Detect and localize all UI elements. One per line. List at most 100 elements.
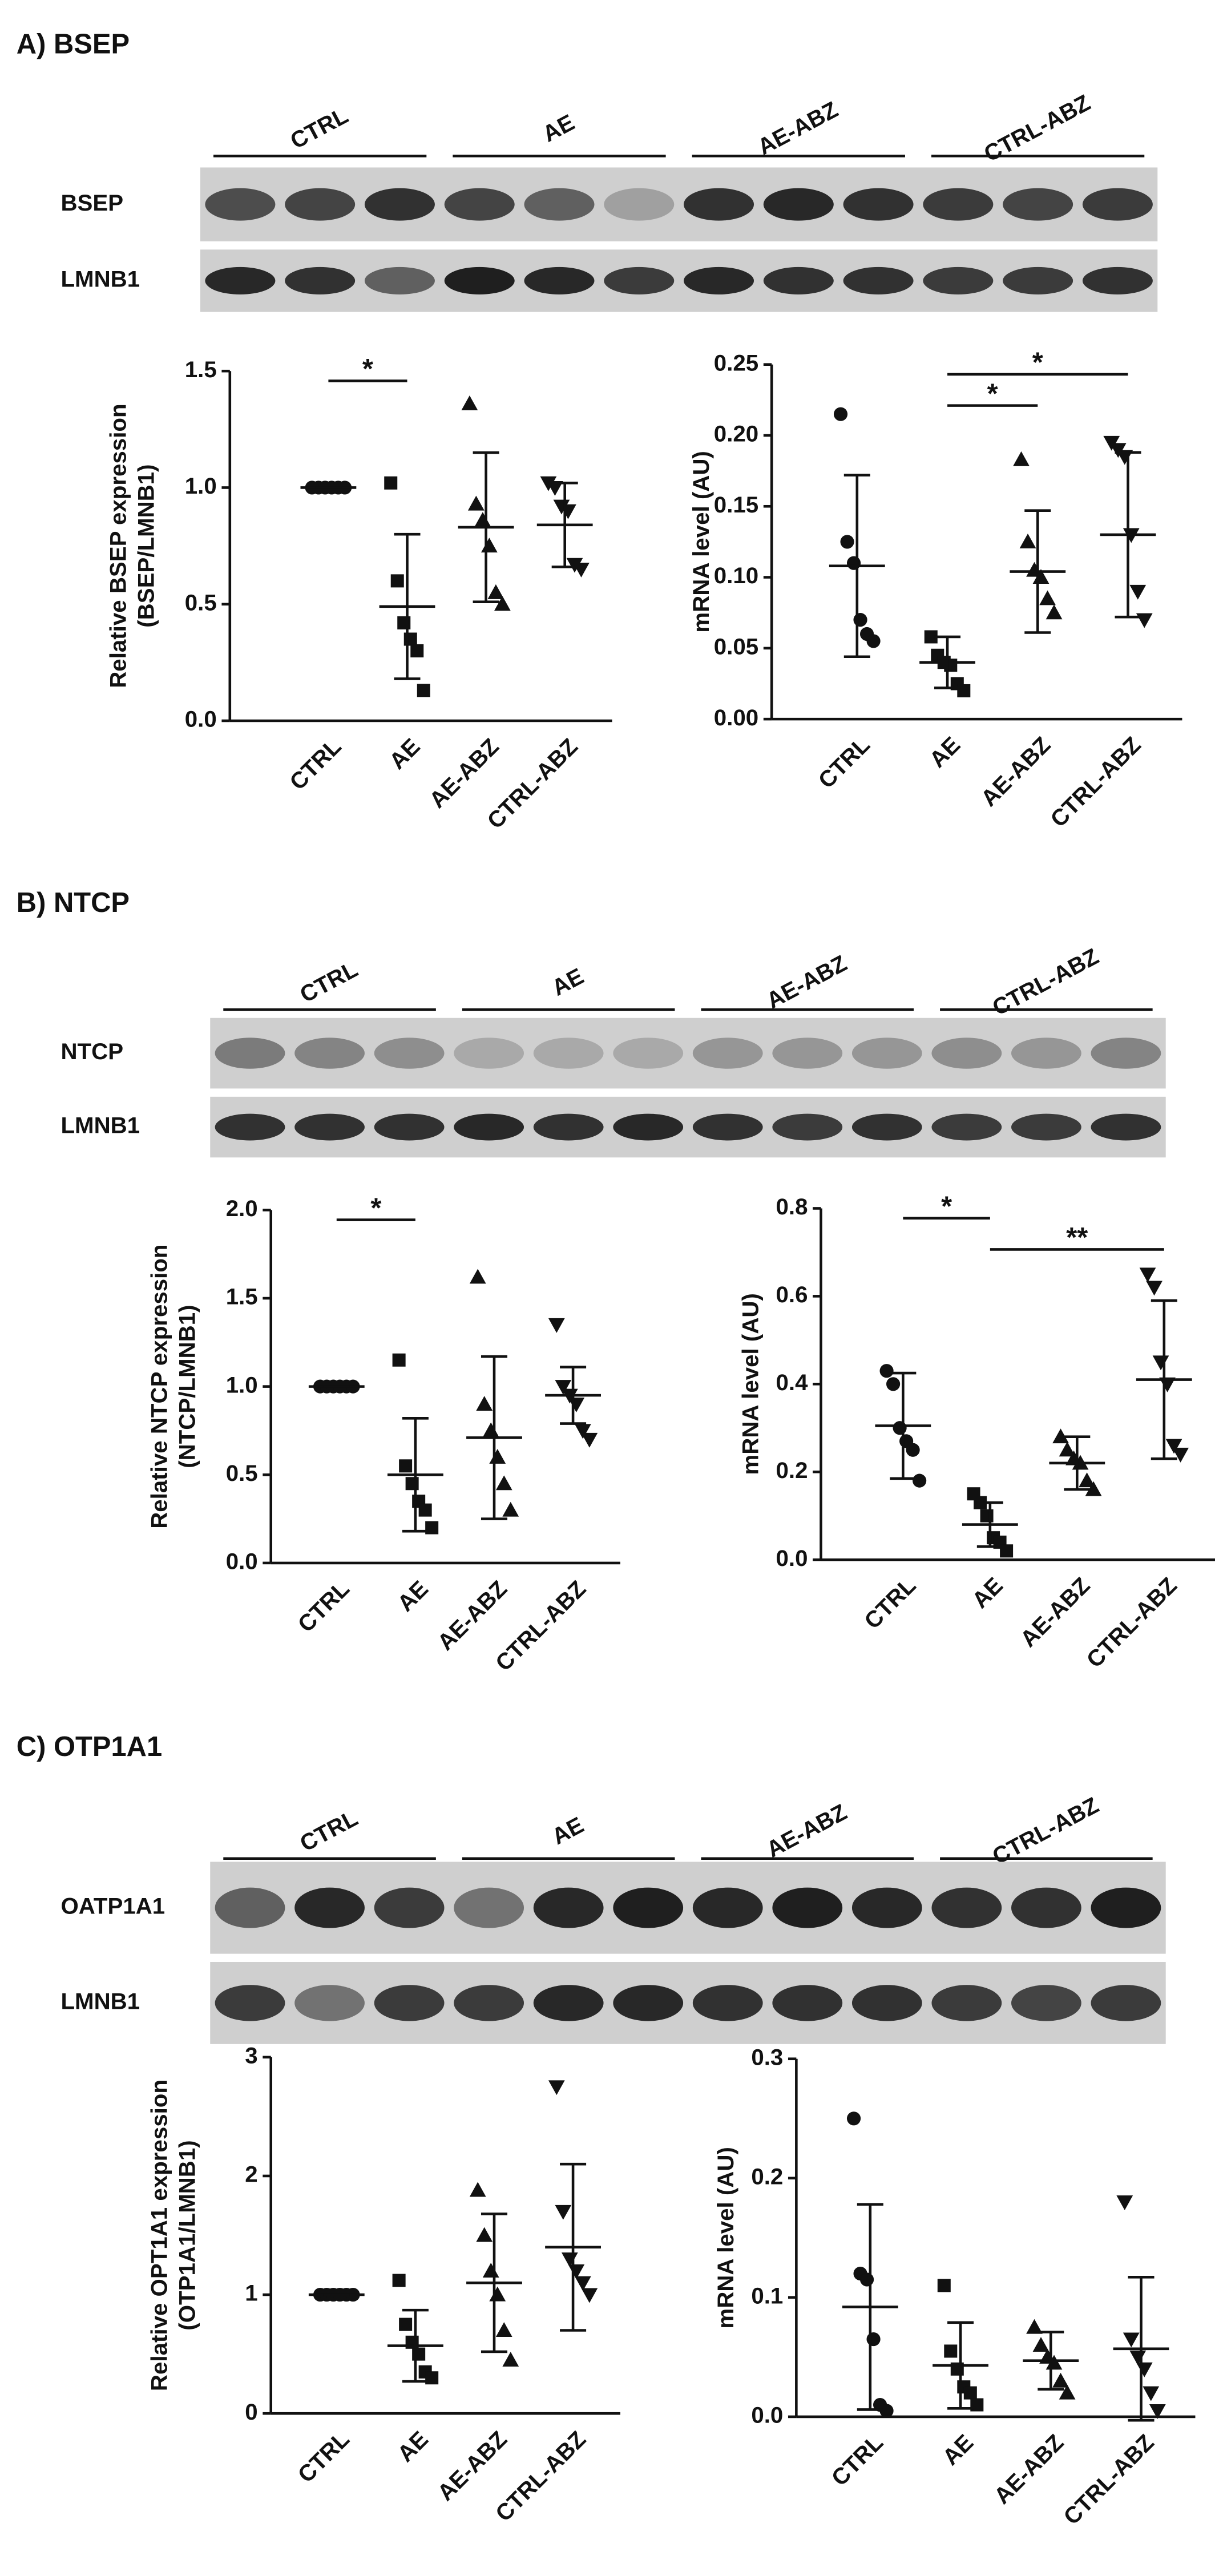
blot-row-label: LMNB1: [60, 267, 140, 292]
data-point: [410, 644, 424, 657]
data-point: [846, 556, 861, 570]
data-point: [1129, 584, 1147, 600]
data-point: [1046, 604, 1063, 620]
blot-band: [205, 267, 276, 295]
blot-band: [772, 1887, 843, 1928]
blot-background: [210, 1018, 1166, 1089]
data-point: [1079, 1472, 1095, 1488]
data-point: [555, 1380, 572, 1395]
data-point: [469, 2182, 486, 2197]
data-point: [840, 535, 854, 549]
group-label: CTRL: [286, 103, 352, 154]
blot-band: [374, 1037, 445, 1069]
x-tick-label: AE: [925, 732, 965, 772]
data-point: [574, 2276, 591, 2291]
blot-band: [374, 1985, 445, 2021]
y-tick-label: 1: [245, 2280, 257, 2306]
blot-band: [843, 188, 914, 221]
data-point: [1136, 613, 1153, 628]
data-point: [461, 395, 478, 410]
data-point: [1136, 2362, 1153, 2377]
blot-band: [215, 1113, 285, 1141]
x-tick-label: CTRL: [293, 1576, 354, 1637]
data-point: [1143, 2386, 1160, 2401]
blot-band: [533, 1985, 604, 2021]
data-point: [581, 1432, 598, 1448]
significance-label: *: [987, 378, 998, 409]
data-point: [481, 538, 498, 553]
data-point: [1013, 451, 1030, 466]
x-tick-label: CTRL: [813, 732, 875, 793]
y-tick-label: 0.05: [714, 633, 758, 659]
blot-band: [364, 267, 435, 295]
data-point: [489, 2286, 506, 2302]
data-point: [833, 407, 848, 421]
blot-band: [1011, 1985, 1081, 2021]
y-tick-label: 0.20: [714, 421, 758, 447]
data-point: [399, 2317, 413, 2331]
blot-band: [851, 1985, 922, 2021]
y-tick-label: 0.2: [751, 2163, 783, 2189]
blot-background: [210, 1862, 1166, 1954]
data-point: [1052, 2372, 1069, 2388]
data-point: [502, 2352, 519, 2367]
y-tick-label: 3: [245, 2043, 257, 2069]
y-tick-label: 0.0: [751, 2403, 783, 2428]
blot-row-label: BSEP: [60, 190, 123, 216]
blot-band: [851, 1887, 922, 1928]
group-label: AE: [538, 110, 579, 147]
x-tick-label: AE: [967, 1572, 1008, 1613]
data-point: [963, 2386, 977, 2400]
y-axis-label: Relative NTCP expression: [147, 1244, 172, 1528]
blot-band: [851, 1113, 922, 1141]
y-tick-label: 0.4: [776, 1370, 809, 1395]
y-tick-label: 1.5: [185, 357, 217, 382]
blot-band: [843, 267, 914, 295]
group-label: AE-ABZ: [762, 1799, 851, 1863]
y-tick-label: 0.5: [226, 1460, 258, 1486]
y-tick-label: 0.0: [226, 1549, 258, 1574]
data-point: [1026, 2319, 1043, 2334]
y-tick-label: 0.2: [776, 1457, 808, 1483]
x-tick-label: AE: [938, 2429, 978, 2470]
y-axis-label: Relative BSEP expression: [106, 403, 131, 688]
blot-band: [1011, 1113, 1081, 1141]
blot-row-label: LMNB1: [60, 1113, 140, 1138]
blot-band: [684, 188, 754, 221]
blot-band: [613, 1887, 684, 1928]
blot-background: [210, 1962, 1166, 2044]
blot-band: [454, 1037, 524, 1069]
data-point: [913, 1473, 927, 1488]
data-point: [495, 1475, 512, 1491]
blot-band: [613, 1985, 684, 2021]
data-point: [1039, 590, 1056, 605]
data-point: [886, 1377, 901, 1391]
blot-band: [613, 1037, 684, 1069]
x-tick-label: CTRL-ABZ: [1059, 2429, 1159, 2530]
blot-band: [205, 188, 276, 221]
significance-label: *: [941, 1191, 952, 1222]
data-point: [494, 596, 511, 611]
blot-band: [931, 1037, 1002, 1069]
data-point: [568, 1398, 585, 1412]
data-point: [392, 1353, 406, 1367]
x-tick-label: AE-ABZ: [433, 1576, 512, 1655]
blot-band: [684, 267, 754, 295]
data-point: [384, 476, 398, 490]
x-tick-label: AE-ABZ: [424, 733, 503, 813]
y-tick-label: 1.0: [185, 473, 217, 499]
blot-background: [210, 1096, 1166, 1158]
data-point: [859, 2272, 874, 2287]
blot-band: [524, 267, 595, 295]
significance-label: *: [1032, 348, 1043, 378]
y-axis-label: (BSEP/LMNB1): [134, 464, 159, 627]
data-point: [957, 684, 971, 697]
blot-band: [1082, 188, 1153, 221]
data-point: [390, 574, 404, 588]
group-label: AE: [548, 1812, 588, 1850]
data-point: [879, 1364, 894, 1378]
blot-band: [923, 267, 994, 295]
data-point: [866, 634, 881, 648]
blot-band: [1003, 188, 1073, 221]
y-tick-label: 0.3: [751, 2044, 783, 2070]
